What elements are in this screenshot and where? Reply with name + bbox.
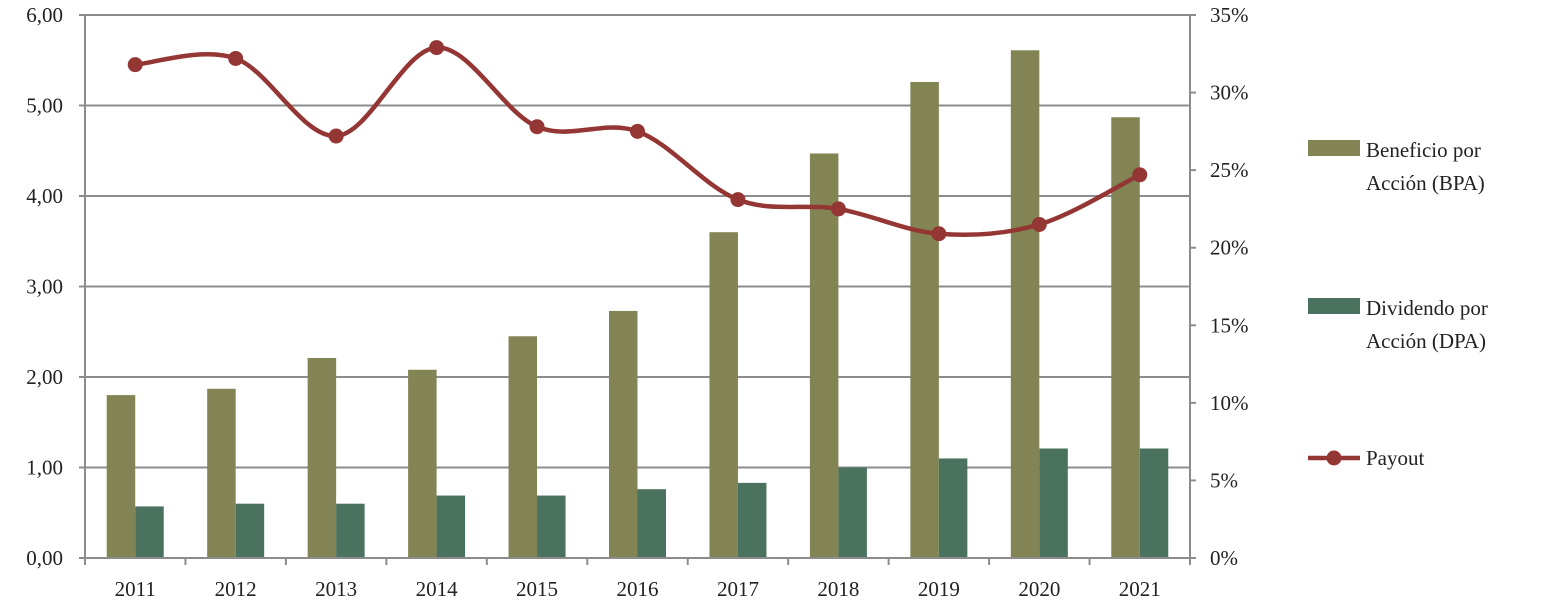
right-axis-tick-label: 0% [1210, 546, 1238, 570]
legend-label: Dividendo por [1366, 296, 1488, 320]
x-axis-tick-label: 2013 [315, 577, 357, 601]
bar-bpa-2019 [910, 81, 939, 558]
bar-dpa-2016 [637, 489, 666, 558]
bar-bpa-2013 [307, 357, 337, 558]
bar-dpa-2015 [537, 495, 566, 558]
right-axis-tick-label: 25% [1210, 158, 1249, 182]
left-axis-tick-label: 2,00 [26, 365, 63, 389]
payout-point-2014 [429, 40, 445, 56]
payout-point-2019 [931, 226, 947, 242]
bar-dpa-2017 [737, 482, 767, 558]
bar-dpa-2020 [1039, 448, 1068, 558]
left-axis-tick-label: 6,00 [26, 3, 63, 27]
x-axis-tick-label: 2021 [1119, 577, 1161, 601]
x-axis-tick-label: 2011 [115, 577, 156, 601]
payout-point-2013 [328, 128, 344, 144]
bar-bpa-2012 [207, 388, 236, 558]
x-axis-tick-label: 2018 [817, 577, 859, 601]
bar-dpa-2019 [938, 458, 968, 558]
x-axis-tick-label: 2012 [215, 577, 257, 601]
payout-point-2017 [730, 192, 746, 208]
left-axis-tick-label: 1,00 [26, 456, 63, 480]
legend-marker-payout [1326, 450, 1342, 466]
payout-point-2012 [228, 50, 244, 66]
bar-dpa-2018 [838, 467, 867, 558]
legend-label: Acción (DPA) [1366, 329, 1486, 353]
right-axis-tick-label: 30% [1210, 81, 1249, 105]
x-axis-tick-label: 2015 [516, 577, 558, 601]
legend-label: Acción (BPA) [1366, 171, 1485, 195]
bar-dpa-2021 [1139, 448, 1169, 558]
payout-point-2011 [127, 57, 143, 73]
legend-swatch-1 [1308, 298, 1360, 314]
payout-point-2018 [830, 201, 846, 217]
bar-bpa-2017 [709, 232, 738, 558]
bar-bpa-2014 [408, 369, 437, 558]
right-axis-tick-label: 35% [1210, 3, 1249, 27]
x-axis-tick-label: 2014 [416, 577, 459, 601]
payout-point-2016 [630, 123, 645, 139]
left-axis-tick-label: 0,00 [26, 546, 63, 570]
bar-bpa-2021 [1111, 117, 1140, 558]
bar-bpa-2020 [1010, 50, 1040, 559]
payout-point-2021 [1132, 167, 1148, 183]
right-axis-tick-label: 5% [1210, 468, 1238, 492]
bar-dpa-2013 [336, 503, 365, 558]
bar-dpa-2014 [436, 495, 466, 558]
payout-point-2015 [529, 119, 545, 135]
bar-bpa-2015 [508, 336, 538, 558]
right-axis-tick-label: 20% [1210, 236, 1249, 260]
bar-bpa-2016 [609, 310, 638, 558]
bar-bpa-2018 [809, 153, 839, 558]
left-axis-tick-label: 4,00 [26, 184, 63, 208]
legend-swatch-0 [1308, 140, 1360, 156]
bar-dpa-2012 [235, 503, 265, 558]
x-axis-tick-label: 2017 [717, 577, 759, 601]
right-axis-tick-label: 10% [1210, 391, 1249, 415]
x-axis-tick-label: 2020 [1018, 577, 1060, 601]
x-axis-tick-label: 2019 [918, 577, 960, 601]
left-axis-tick-label: 5,00 [26, 94, 63, 118]
bar-dpa-2011 [135, 506, 164, 558]
legend-label: Beneficio por [1366, 138, 1481, 162]
legend-label: Payout [1366, 446, 1425, 470]
payout-point-2020 [1031, 216, 1047, 232]
bar-bpa-2011 [106, 395, 136, 558]
x-axis-tick-label: 2016 [617, 577, 659, 601]
right-axis-tick-label: 15% [1210, 313, 1249, 337]
left-axis-tick-label: 3,00 [26, 275, 63, 299]
payout-line [135, 45, 1141, 238]
